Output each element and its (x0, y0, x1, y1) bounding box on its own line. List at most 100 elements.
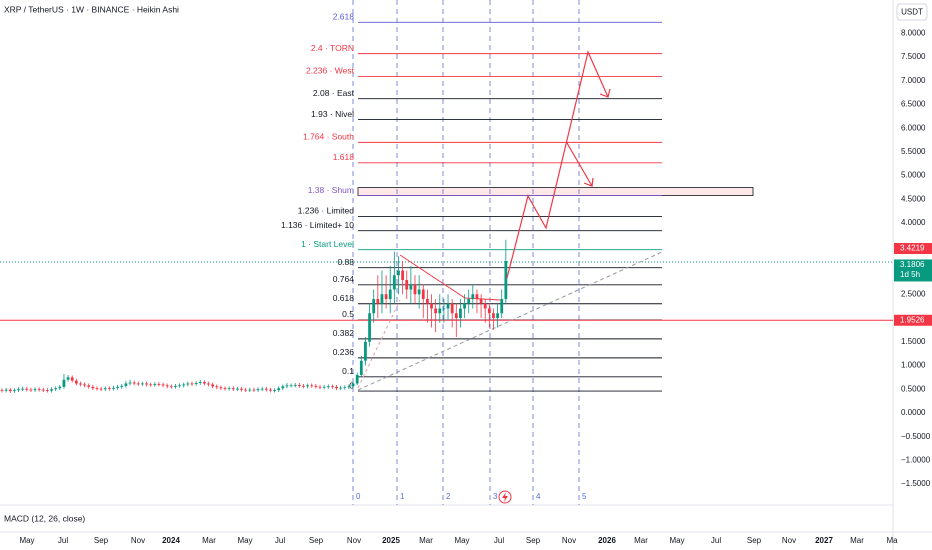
x-tick-label: Sep (747, 536, 762, 545)
x-tick-label: Nov (347, 536, 361, 545)
candle-body (446, 303, 450, 309)
candle-body (405, 280, 409, 290)
candle-body (153, 383, 157, 385)
candle-body (310, 385, 314, 387)
price-tag-label: 3.4219 (900, 244, 925, 253)
candle-body (430, 303, 433, 309)
candle-body (471, 294, 475, 300)
candle-body (293, 384, 297, 386)
candle-body (368, 313, 371, 342)
candle-body (70, 377, 74, 381)
wave-label: 5 (582, 492, 587, 501)
candle-body (331, 386, 334, 388)
candle-body (194, 383, 198, 384)
x-tick-label: Jul (494, 536, 504, 545)
candle-body (87, 385, 91, 387)
wave-label: 3 (493, 492, 498, 501)
indicator-label: MACD (12, 26, close) (4, 513, 85, 523)
x-tick-label: 2026 (598, 536, 616, 545)
candle-body (421, 289, 425, 300)
candle-body (438, 308, 442, 314)
candle-body (141, 383, 144, 385)
x-tick-label: May (19, 536, 34, 545)
currency-button[interactable] (896, 3, 928, 21)
candle-body (459, 308, 462, 318)
wave-label: 1 (400, 492, 405, 501)
candle-body (240, 388, 243, 390)
y-tick-label: 8.0000 (901, 28, 926, 37)
x-tick-label: May (454, 536, 469, 545)
candle-body (207, 383, 210, 385)
candle-body (355, 374, 359, 384)
y-tick-label: −1.5000 (901, 479, 931, 488)
candle-body (198, 382, 202, 384)
candle-body (182, 384, 186, 386)
candle-body (252, 389, 256, 391)
price-tag-label: 3.1806 (900, 260, 925, 269)
plot: 0 1 2 3 4 5 2.618 2.4 · TORN 2.236 · West 2.08 · … (0, 0, 893, 505)
candle-body (269, 389, 272, 391)
countdown-label: 1d 5h (900, 270, 920, 279)
y-tick-label: 7.5000 (901, 52, 926, 61)
candle-body (483, 303, 487, 309)
candle-body (388, 289, 392, 300)
alert-bolt (502, 492, 508, 502)
fib-label: 2.618 (333, 12, 355, 22)
y-tick-label: 4.0000 (901, 218, 926, 227)
x-tick-label: 2027 (815, 536, 833, 545)
candle-body (227, 388, 231, 390)
fib-label: 0.236 (333, 347, 355, 357)
candle-body (95, 388, 99, 390)
x-tick-label: Nov (782, 536, 796, 545)
candle-body (277, 388, 281, 391)
fib-label: 1.38 · Shum (308, 185, 354, 195)
y-tick-label: 5.5000 (901, 147, 926, 156)
y-tick-label: 4.5000 (901, 194, 926, 203)
currency-label[interactable]: USDT (901, 8, 923, 17)
candle-body (504, 261, 508, 300)
candle-body (450, 303, 454, 314)
candle-body (339, 387, 343, 389)
candle-body (351, 383, 355, 387)
candle-body (74, 380, 78, 384)
candle-body (8, 389, 12, 392)
candle-body (120, 385, 124, 387)
candle-body (322, 386, 326, 388)
candle-body (244, 389, 248, 391)
y-tick-label: 0.0000 (901, 408, 926, 417)
x-tick-label: May (237, 536, 252, 545)
x-tick-label: Mar (850, 536, 864, 545)
fib-label: 0.764 (333, 274, 355, 284)
candle-body (454, 313, 458, 318)
candle-body (463, 303, 466, 309)
candle-body (264, 388, 268, 390)
candle-body (169, 386, 173, 388)
y-tick-label: −0.5000 (901, 432, 931, 441)
candle-body (297, 384, 301, 386)
candle-body (223, 388, 227, 390)
candle-body (54, 388, 58, 390)
candle-body (132, 382, 136, 384)
candle-body (178, 385, 181, 387)
candle-body (397, 270, 400, 276)
fib-label: 1.136 · Limited+ 10 (281, 220, 354, 230)
candle-body (215, 386, 219, 388)
candle-body (434, 308, 438, 314)
candle-body (231, 388, 235, 390)
candle-body (41, 389, 45, 391)
candle-body (161, 384, 165, 386)
candle-body (248, 389, 252, 391)
x-tick-label: Sep (526, 536, 541, 545)
candle-body (492, 313, 495, 318)
fib-label: 0.382 (333, 328, 355, 338)
candle-body (83, 384, 86, 386)
x-tick-label: May (669, 536, 684, 545)
arrow-head (599, 88, 611, 98)
fib-label: 0.5 (342, 309, 354, 319)
candle-body (500, 299, 504, 314)
candle-body (91, 386, 95, 389)
fib-label: 2.236 · West (306, 66, 355, 76)
candle-body (273, 390, 276, 391)
